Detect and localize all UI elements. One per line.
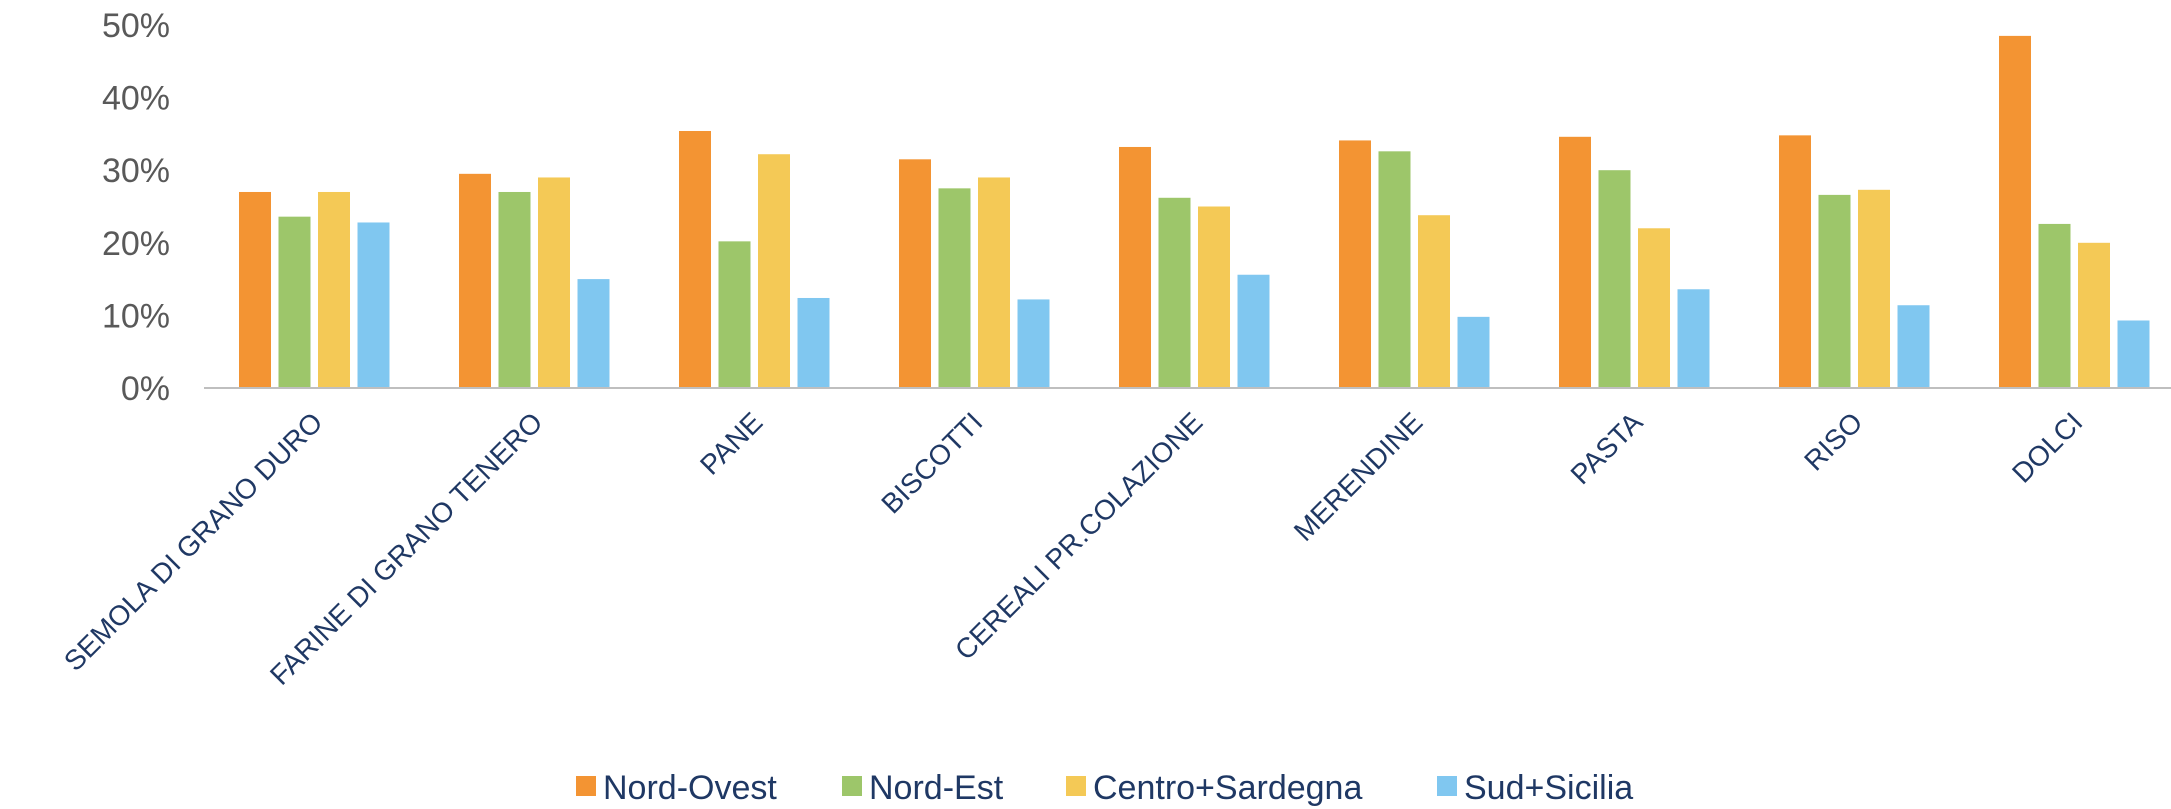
bar-nord-est [2038,223,2071,388]
bar-sud-sicilia [357,222,390,388]
bar-centro-sardegna [1198,206,1230,388]
legend-label: Nord-Ovest [603,769,777,807]
y-tick-label: 50% [102,7,170,45]
bar-sud-sicilia [577,279,610,388]
bar-nord-ovest [1119,146,1151,388]
bar-sud-sicilia [1457,316,1490,388]
bar-nord-ovest [459,173,491,388]
x-tick-label: MERENDINE [1288,406,1429,547]
bar-nord-est [1818,194,1851,388]
bar-nord-ovest [1999,35,2031,388]
x-tick-label: BISCOTTI [875,406,988,519]
legend-label: Nord-Est [869,769,1004,807]
legend-label: Centro+Sardegna [1093,769,1362,807]
bar-nord-ovest [1559,136,1591,388]
bar-nord-est [1378,151,1411,388]
x-tick-label: DOLCI [2006,406,2088,488]
bar-centro-sardegna [978,177,1010,388]
legend-swatch [1066,776,1086,796]
bar-nord-ovest [679,130,711,388]
bar-centro-sardegna [1418,215,1450,388]
bar-centro-sardegna [2078,242,2110,388]
bar-sud-sicilia [1237,274,1270,388]
legend: Nord-Ovest Nord-Est Centro+Sardegna Sud+Sic… [576,769,1633,807]
bar-centro-sardegna [318,191,350,388]
bar-nord-est [938,188,971,388]
bar-nord-ovest [1339,140,1371,388]
legend-swatch [576,776,596,796]
bar-centro-sardegna [1858,189,1890,388]
legend-swatch [1437,776,1457,796]
y-tick-label: 10% [102,297,170,335]
plot-area [204,35,2171,389]
bar-sud-sicilia [1017,299,1050,388]
bar-nord-ovest [899,159,931,388]
x-tick-label: CEREALI PR.COLAZIONE [949,406,1209,666]
bar-nord-est [1158,197,1191,388]
x-tick-label: PASTA [1565,406,1649,490]
bar-nord-est [498,191,531,388]
y-tick-label: 20% [102,225,170,263]
y-tick-label: 0% [121,370,170,408]
bar-centro-sardegna [1638,228,1670,388]
x-tick-label: SEMOLA DI GRANO DURO [58,406,329,677]
y-axis: 0% 10% 20% 30% 40% 50% [102,7,170,408]
bar-nord-est [278,216,311,388]
bar-sud-sicilia [2117,320,2150,388]
x-tick-label: RISO [1798,406,1868,476]
y-tick-label: 40% [102,80,170,118]
legend-label: Sud+Sicilia [1464,769,1633,807]
bar-nord-ovest [239,191,271,388]
x-tick-label: PANE [694,406,768,480]
bar-nord-est [1598,170,1631,388]
bar-sud-sicilia [1677,289,1710,388]
bar-centro-sardegna [758,154,790,388]
legend-swatch [842,776,862,796]
bar-nord-est [718,241,751,388]
bar-sud-sicilia [797,297,830,388]
y-tick-label: 30% [102,152,170,190]
bar-sud-sicilia [1897,305,1930,388]
bar-centro-sardegna [538,177,570,388]
bar-nord-ovest [1779,135,1811,388]
